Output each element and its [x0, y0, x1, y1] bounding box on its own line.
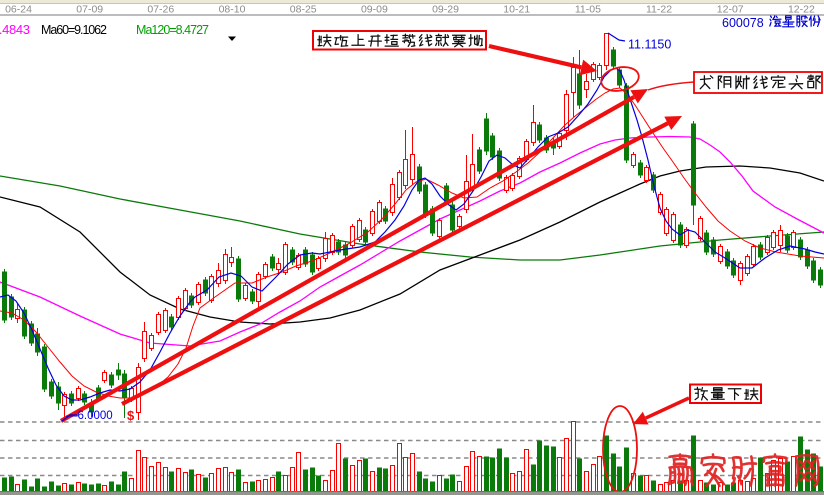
svg-text:$: $	[127, 408, 135, 423]
svg-text:Ma60=9.1062: Ma60=9.1062	[41, 23, 107, 37]
svg-text:09-29: 09-29	[432, 4, 459, 16]
svg-text:08-25: 08-25	[290, 4, 317, 16]
svg-text:Ma120=8.4727: Ma120=8.4727	[136, 23, 209, 37]
svg-text:600078: 600078	[722, 16, 764, 30]
svg-text:11.1150: 11.1150	[628, 38, 671, 52]
svg-text:07-26: 07-26	[147, 4, 174, 16]
svg-text:08-10: 08-10	[219, 4, 246, 16]
svg-text:12-07: 12-07	[717, 4, 744, 16]
svg-text:07-09: 07-09	[76, 4, 103, 16]
svg-text:11-05: 11-05	[575, 4, 601, 16]
svg-text:06-24: 06-24	[5, 4, 32, 16]
svg-text:8.4843: 8.4843	[0, 22, 30, 37]
svg-text:12-22: 12-22	[788, 4, 815, 16]
svg-text:10-21: 10-21	[503, 4, 530, 16]
svg-text:—6.0000: —6.0000	[66, 410, 113, 422]
svg-text:11-22: 11-22	[646, 4, 672, 16]
svg-text:09-09: 09-09	[361, 4, 388, 16]
